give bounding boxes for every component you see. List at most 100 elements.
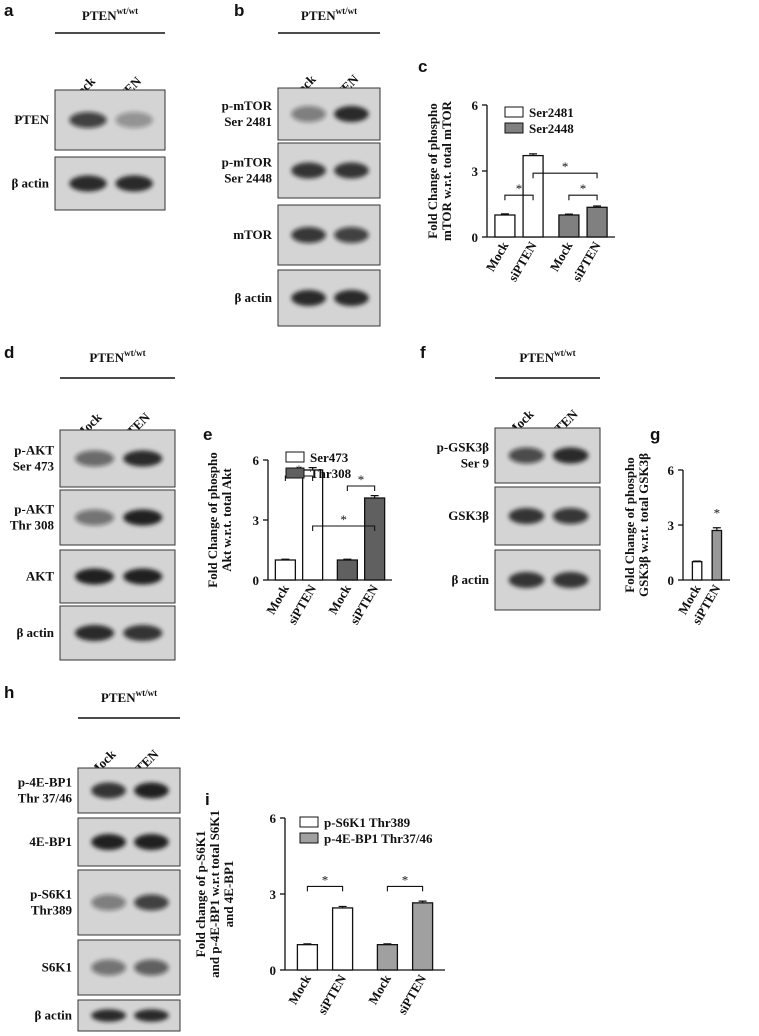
significance-star: * bbox=[562, 159, 569, 174]
error-bar bbox=[693, 560, 702, 562]
header-text: PTEN bbox=[89, 350, 124, 365]
y-axis-label-line: mTOR w.r.t. total mTOR bbox=[439, 100, 454, 240]
row-label: mTOR bbox=[233, 227, 272, 242]
x-tick-label: Mock bbox=[285, 971, 314, 1007]
legend-label: Ser2481 bbox=[529, 105, 574, 120]
legend-label: Ser473 bbox=[310, 450, 349, 465]
bar bbox=[336, 559, 359, 581]
legend-swatch bbox=[504, 106, 524, 118]
blot-band bbox=[334, 106, 369, 122]
row-label: p-GSK3β bbox=[437, 440, 490, 455]
header-superscript: wt/wt bbox=[554, 348, 576, 358]
y-tick-label: 0 bbox=[270, 963, 277, 978]
error-bar bbox=[383, 943, 392, 945]
blot-band bbox=[508, 508, 545, 524]
blot-band bbox=[334, 227, 369, 243]
x-tick-label: siPTEN bbox=[395, 971, 430, 1017]
row-label: Thr 37/46 bbox=[18, 791, 73, 806]
blot-band bbox=[123, 568, 163, 585]
error-bar bbox=[338, 905, 347, 908]
bar bbox=[586, 206, 608, 238]
blot-band bbox=[91, 782, 126, 799]
error-bar bbox=[343, 558, 352, 560]
blot-band bbox=[134, 894, 169, 911]
row-label: 4E-BP1 bbox=[29, 834, 72, 849]
y-tick-label: 0 bbox=[668, 573, 675, 588]
row-label: p-4E-BP1 bbox=[18, 775, 72, 790]
blot-band bbox=[508, 447, 545, 464]
blot-header: PTENwt/wt bbox=[301, 6, 357, 23]
panel-letter: h bbox=[4, 683, 14, 702]
blot-band bbox=[69, 112, 107, 128]
y-tick-label: 3 bbox=[270, 887, 277, 902]
significance-star: * bbox=[358, 472, 365, 487]
y-tick-label: 3 bbox=[668, 518, 675, 533]
blot-band bbox=[334, 162, 369, 179]
legend-label: p-S6K1 Thr389 bbox=[324, 815, 411, 830]
y-tick-label: 0 bbox=[253, 573, 260, 588]
header-text: PTEN bbox=[301, 8, 336, 23]
error-bar bbox=[308, 467, 317, 470]
blot-band bbox=[74, 568, 115, 585]
row-label: Ser 2481 bbox=[224, 114, 272, 129]
row-label: PTEN bbox=[14, 112, 49, 127]
header-text: PTEN bbox=[519, 350, 554, 365]
x-tick-label: Mock bbox=[547, 238, 576, 274]
y-tick-label: 0 bbox=[472, 230, 479, 245]
y-axis-label: Fold Change of phosphoGSK3β w.r.t. total… bbox=[622, 453, 651, 597]
row-label: Ser 9 bbox=[461, 456, 490, 471]
panel-letter: b bbox=[234, 1, 244, 20]
x-tick-label: siPTEN bbox=[315, 971, 350, 1017]
x-tick-label: Mock bbox=[325, 581, 354, 617]
legend-swatch bbox=[299, 816, 319, 828]
y-axis-label-line: and p-4E-BP1 w.r.t total S6K1 bbox=[207, 810, 222, 978]
blot-band bbox=[552, 508, 589, 524]
panel-letter: c bbox=[418, 57, 427, 76]
y-tick-label: 6 bbox=[253, 453, 260, 468]
error-bar bbox=[500, 213, 509, 215]
panel-letter: d bbox=[4, 343, 14, 362]
legend-swatch bbox=[504, 122, 524, 134]
y-axis-label-line: Fold change of p-S6K1 bbox=[193, 831, 208, 958]
header-text: PTEN bbox=[101, 690, 136, 705]
error-bar bbox=[370, 495, 379, 498]
blot-band bbox=[123, 450, 163, 467]
row-label: p-mTOR bbox=[222, 155, 273, 170]
bar bbox=[494, 214, 516, 238]
blot-header: PTENwt/wt bbox=[82, 6, 138, 23]
significance-bracket bbox=[532, 172, 598, 179]
blot-band bbox=[134, 959, 169, 976]
row-label: p-S6K1 bbox=[30, 887, 72, 902]
y-axis-label: Fold change of p-S6K1and p-4E-BP1 w.r.t … bbox=[193, 810, 236, 978]
bar bbox=[363, 497, 386, 581]
legend-label: Thr308 bbox=[310, 466, 352, 481]
blot-band bbox=[74, 625, 115, 641]
y-axis-label-line: GSK3β w.r.t. total GSK3β bbox=[636, 453, 651, 597]
y-axis-label: Fold Change of phosphoAkt w.r.t. total A… bbox=[205, 452, 234, 587]
bar-chart: g Fold Change of phosphoGSK3β w.r.t. tota… bbox=[622, 425, 730, 627]
row-label: β actin bbox=[234, 290, 272, 305]
bar bbox=[296, 944, 319, 971]
blot-band bbox=[91, 959, 126, 976]
bar bbox=[376, 944, 399, 971]
panel-letter: f bbox=[420, 343, 426, 362]
header-superscript: wt/wt bbox=[136, 688, 158, 698]
row-label: p-AKT bbox=[14, 502, 54, 517]
row-label: Ser 2448 bbox=[224, 171, 272, 186]
y-axis-label-line: Fold Change of phospho bbox=[425, 103, 440, 238]
legend-label: p-4E-BP1 Thr37/46 bbox=[324, 831, 433, 846]
error-bar bbox=[593, 205, 602, 208]
bar bbox=[274, 559, 297, 581]
significance-star: * bbox=[340, 512, 347, 527]
error-bar bbox=[712, 527, 721, 531]
blot-band bbox=[69, 175, 107, 192]
panel-letter: g bbox=[650, 425, 660, 444]
y-axis-label-line: and 4E-BP1 bbox=[221, 861, 236, 928]
bar bbox=[301, 469, 324, 581]
row-label: p-AKT bbox=[14, 443, 54, 458]
legend-swatch bbox=[299, 832, 319, 844]
header-text: PTEN bbox=[82, 8, 117, 23]
blot-band bbox=[74, 450, 115, 467]
bar-chart: e Fold Change of phosphoAkt w.r.t. total … bbox=[203, 425, 392, 627]
